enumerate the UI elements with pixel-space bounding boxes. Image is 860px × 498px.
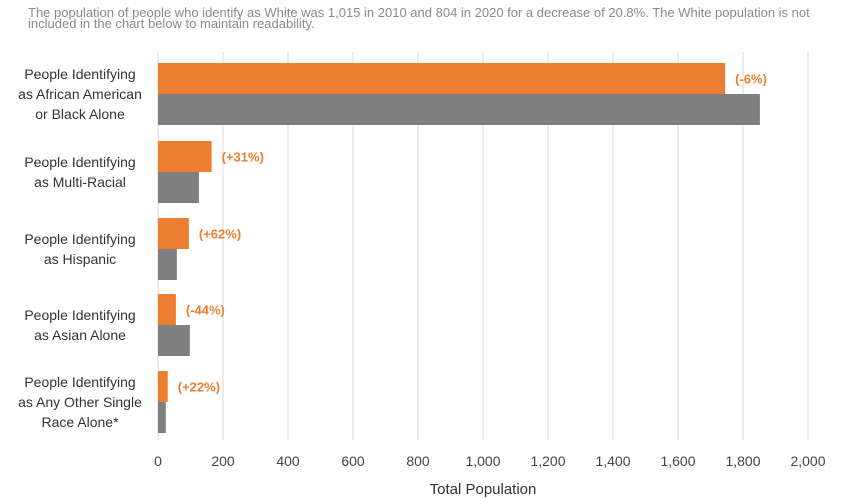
bar-2010-2 <box>158 249 177 280</box>
x-tick-label: 800 <box>406 453 430 469</box>
x-tick-label: 1,400 <box>595 453 630 469</box>
chart-note: The population of people who identify as… <box>28 5 850 31</box>
data-label: (-6%) <box>735 72 767 87</box>
category-labels: People Identifying as African American or … <box>18 66 142 430</box>
category-label: People Identifying as Multi-Racial <box>24 154 135 190</box>
bar-2010-1 <box>158 172 199 203</box>
bar-2020-0 <box>158 63 726 94</box>
x-tick-label: 400 <box>276 453 300 469</box>
x-tick-label: 200 <box>211 453 235 469</box>
bars <box>158 63 760 433</box>
note-text: The population of people who identify as… <box>28 5 810 31</box>
x-tick-labels: 0 200 400 600 800 1,000 1,200 1,400 1,600 1,800 2,… <box>154 453 826 469</box>
bar-2010-3 <box>158 325 190 356</box>
data-label: (-44%) <box>186 303 225 318</box>
data-label: (+62%) <box>199 227 241 242</box>
bar-2020-2 <box>158 218 189 249</box>
data-label: (+22%) <box>178 380 220 395</box>
bar-2010-0 <box>158 94 760 125</box>
x-axis-title: Total Population <box>430 481 537 498</box>
x-tick-label: 1,000 <box>465 453 500 469</box>
x-tick-label: 1,800 <box>725 453 760 469</box>
category-label: People Identifying as African American or … <box>18 66 142 122</box>
category-label: People Identifying as Any Other Single Rac… <box>18 374 142 430</box>
x-tick-label: 2,000 <box>790 453 825 469</box>
data-label: (+31%) <box>222 150 264 165</box>
category-label: People Identifying as Hispanic <box>24 231 135 267</box>
x-tick-label: 1,600 <box>660 453 695 469</box>
data-labels: (-6%) (+31%) (+62%) (-44%) (+22%) <box>178 72 767 395</box>
bar-2010-4 <box>158 402 166 433</box>
bar-2020-4 <box>158 371 168 402</box>
x-tick-label: 1,200 <box>530 453 565 469</box>
x-tick-label: 0 <box>154 453 162 469</box>
category-label: People Identifying as Asian Alone <box>24 307 135 343</box>
bar-2020-1 <box>158 141 212 172</box>
bar-2020-3 <box>158 294 176 325</box>
x-tick-label: 600 <box>341 453 365 469</box>
